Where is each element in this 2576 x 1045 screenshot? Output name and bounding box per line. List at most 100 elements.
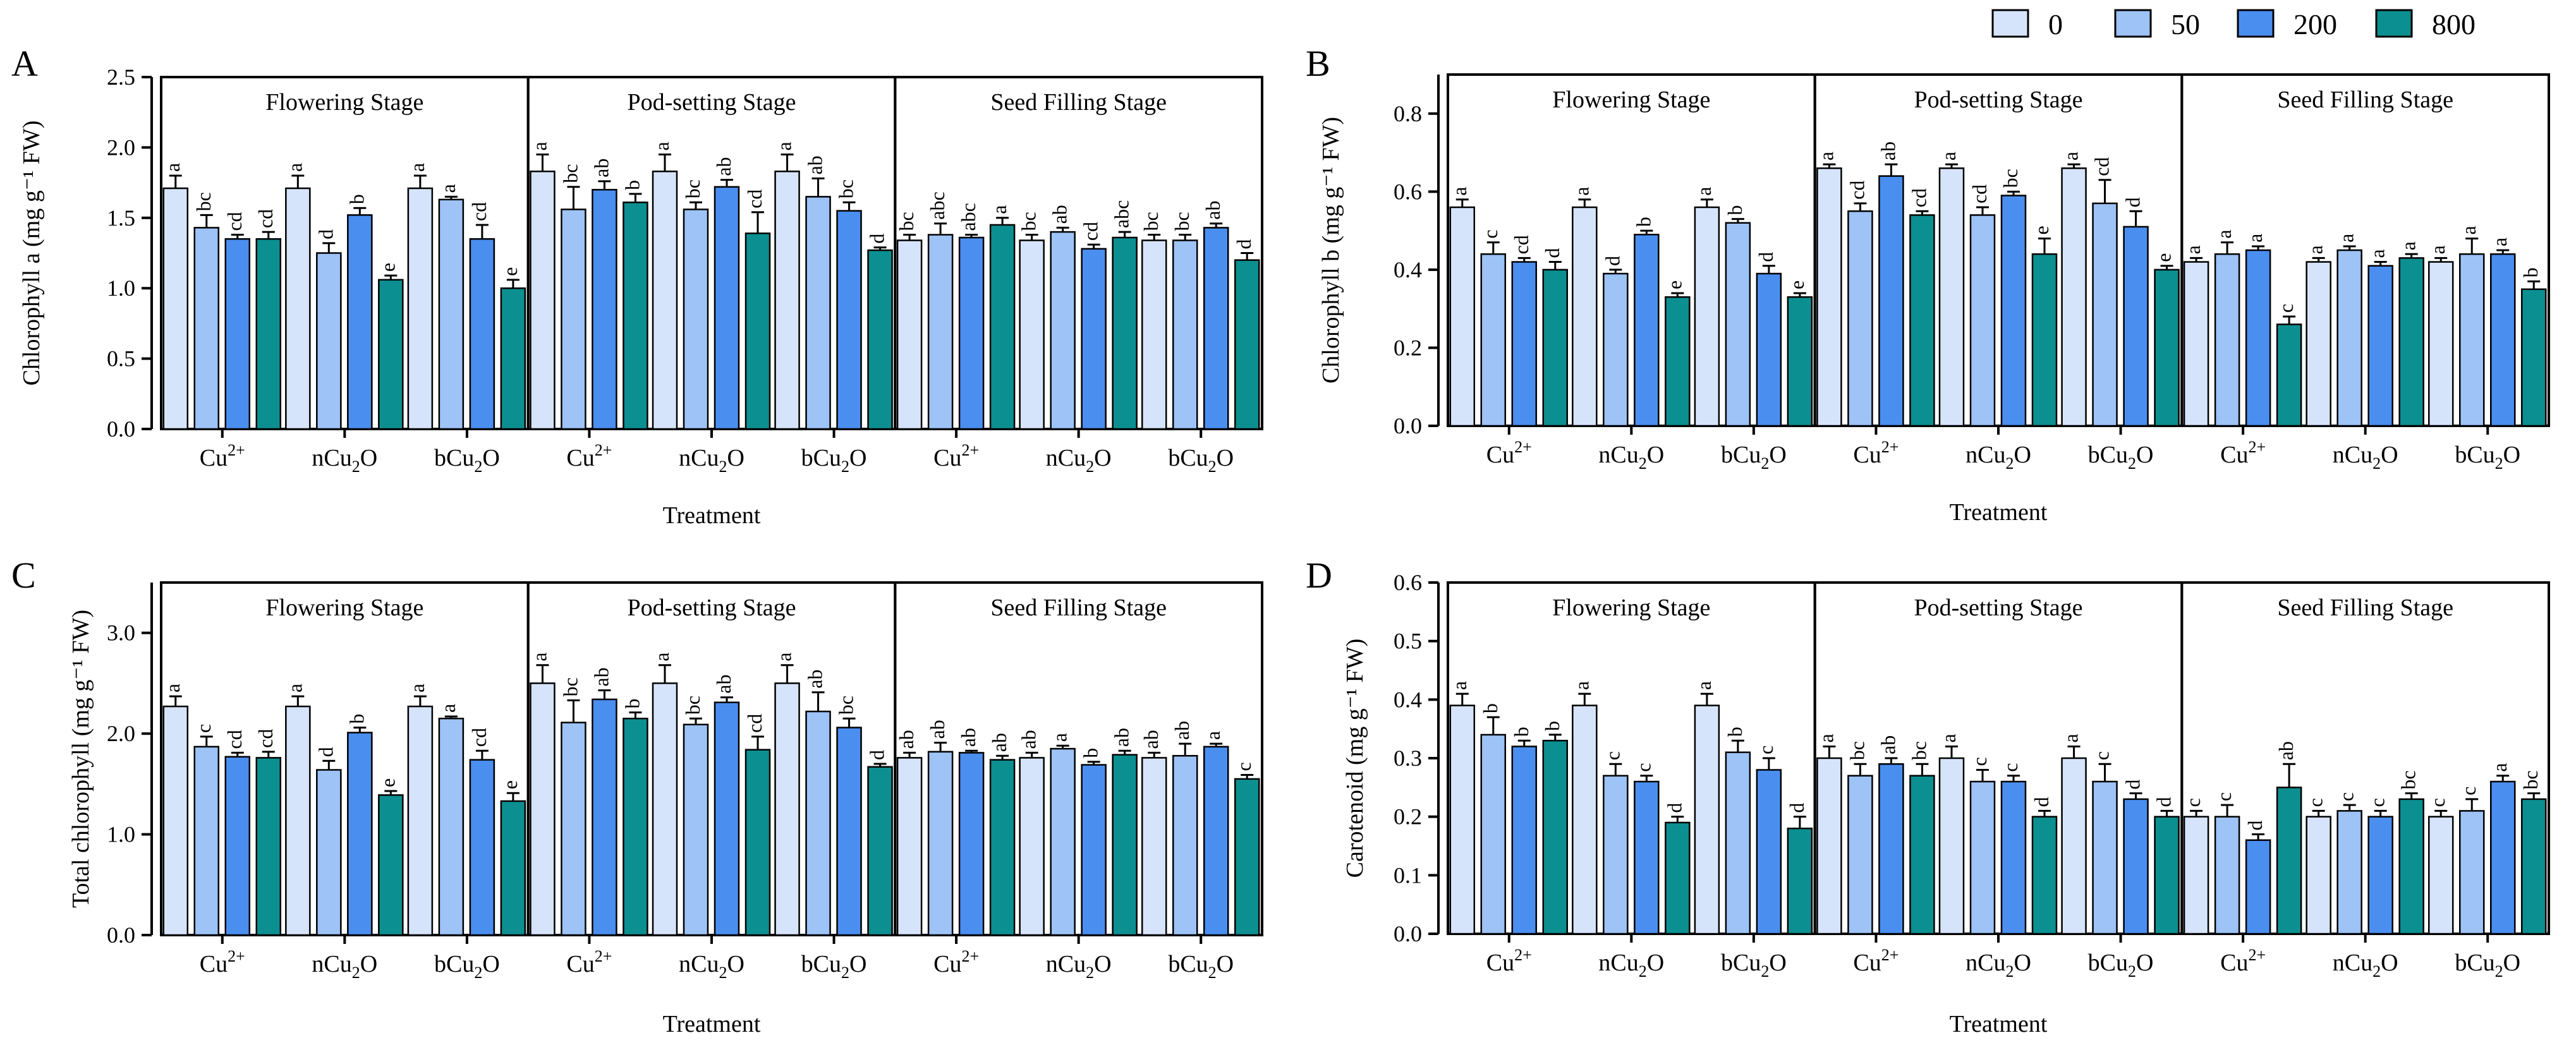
error-bar xyxy=(2129,210,2142,227)
bar xyxy=(1603,775,1629,935)
error-bar xyxy=(1700,692,1713,706)
significance-letter: e xyxy=(2030,226,2053,234)
panel-letter: D xyxy=(1306,555,1332,596)
bar-group: a ccd d Cu2+ xyxy=(1448,186,1569,468)
x-category-label: Cu2+ xyxy=(1853,946,1899,976)
y-tick-label: 3.0 xyxy=(107,620,135,646)
bar xyxy=(989,224,1016,430)
bar xyxy=(1756,272,1782,427)
bar-group: a d b e nCu2O xyxy=(1570,186,1691,473)
bar xyxy=(2458,810,2485,935)
bar xyxy=(500,287,526,430)
bar xyxy=(683,723,709,936)
panel-letter: C xyxy=(11,555,36,596)
x-category-label: nCu2O xyxy=(1965,950,2031,981)
significance-letter: a xyxy=(1814,734,1837,742)
error-bar xyxy=(1762,757,1775,770)
significance-letter: cd xyxy=(1079,222,1102,241)
significance-letter: c xyxy=(2275,304,2297,313)
bar xyxy=(162,705,189,936)
error-bar xyxy=(659,664,671,684)
error-bar xyxy=(903,751,916,758)
bar xyxy=(1019,239,1045,430)
error-bar xyxy=(965,234,978,238)
error-bar xyxy=(413,695,427,707)
error-bar xyxy=(996,217,1009,225)
x-category-label: Cu2+ xyxy=(933,441,979,471)
bar xyxy=(1634,780,1660,935)
significance-letter: ab xyxy=(804,155,827,174)
error-bar xyxy=(2527,280,2541,289)
error-bar xyxy=(2007,775,2020,782)
bar xyxy=(2214,816,2240,935)
error-bar xyxy=(659,154,671,172)
significance-letter: a xyxy=(1570,186,1593,195)
significance-letter: bc xyxy=(559,164,581,183)
legend-item: 800 xyxy=(2375,8,2476,40)
bar xyxy=(1081,248,1107,430)
error-bar xyxy=(2067,163,2081,169)
bar xyxy=(1511,746,1538,935)
significance-letter: ab xyxy=(712,157,735,176)
bar xyxy=(958,236,985,430)
y-tick-label: 0.0 xyxy=(1394,413,1422,438)
bar xyxy=(2520,288,2547,427)
significance-letter: a xyxy=(1937,734,1960,742)
error-bar xyxy=(1609,269,1622,274)
significance-letter: ab xyxy=(590,667,612,686)
significance-letter: b xyxy=(2519,267,2542,277)
bar xyxy=(2123,798,2149,935)
x-category-label: Cu2+ xyxy=(566,947,612,977)
significance-letter: cd xyxy=(223,212,246,231)
significance-letter: b xyxy=(1079,748,1102,758)
panel-d: D 0.0 0.1 0.2 0.3 0.4 0.5 0.6 Carotenoid (mg g⁻¹… xyxy=(1306,555,2550,1037)
bar xyxy=(224,756,251,936)
significance-letter: ab xyxy=(1048,205,1071,224)
x-category-label: Cu2+ xyxy=(1853,438,1899,468)
bar xyxy=(683,208,709,430)
significance-letter: e xyxy=(376,778,399,787)
bar xyxy=(2367,816,2393,935)
bar-group: a d b e nCu2O xyxy=(283,163,404,476)
bar xyxy=(1878,175,1904,427)
stage-title: Pod-setting Stage xyxy=(627,595,796,621)
significance-letter: bc xyxy=(1018,212,1040,231)
bar xyxy=(2398,257,2424,427)
bar xyxy=(561,208,586,430)
significance-letter: a xyxy=(1448,681,1471,690)
bar xyxy=(561,722,586,936)
bar xyxy=(316,252,342,430)
bar-group: a b d e bCu2O xyxy=(1692,186,1813,473)
significance-letter: e xyxy=(1785,281,1808,289)
legend: 0 50 200 800 xyxy=(1991,8,2476,40)
significance-letter: a xyxy=(1814,152,1837,160)
error-bar xyxy=(1025,234,1038,241)
error-bar xyxy=(934,222,947,235)
bar xyxy=(285,705,311,936)
significance-letter: a xyxy=(437,184,459,193)
significance-letter: bc xyxy=(559,677,581,696)
error-bar xyxy=(231,751,244,757)
error-bar xyxy=(567,699,580,723)
error-bar xyxy=(1455,198,1469,208)
bar xyxy=(2458,253,2485,427)
bar xyxy=(2367,265,2393,427)
bar xyxy=(1050,747,1076,936)
error-bar xyxy=(1640,775,1653,782)
error-bar xyxy=(1854,763,1867,776)
significance-letter: c xyxy=(2366,798,2389,807)
bar xyxy=(652,171,678,430)
x-category-label: bCu2O xyxy=(2088,442,2154,473)
bar xyxy=(2031,816,2058,935)
significance-letter: b xyxy=(1541,721,1564,731)
error-bar xyxy=(1548,734,1562,741)
significance-letter: a xyxy=(650,142,673,150)
